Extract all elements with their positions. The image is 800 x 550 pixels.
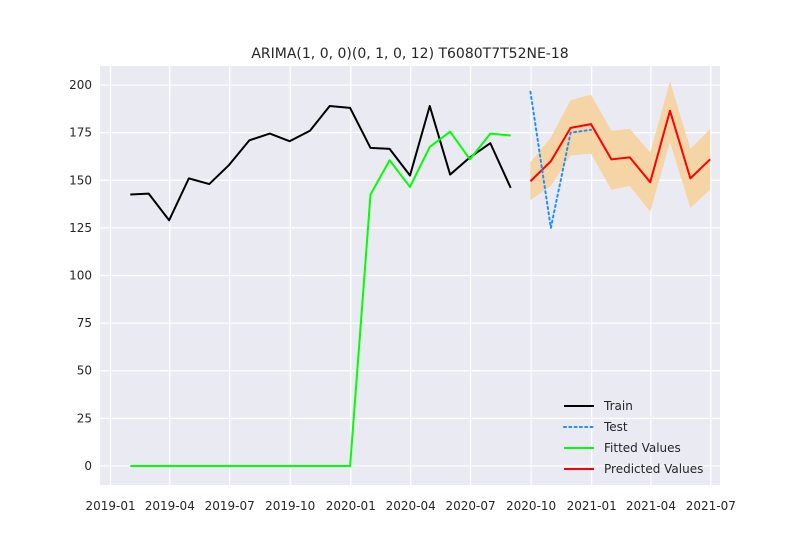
predicted-values-series-line — [529, 109, 711, 184]
y-tick-label: 100 — [69, 269, 92, 283]
x-tick-label: 2021-04 — [626, 499, 676, 513]
y-tick-label: 150 — [69, 173, 92, 187]
x-tick-label: 2019-07 — [205, 499, 255, 513]
chart-title: ARIMA(1, 0, 0)(0, 1, 0, 12) T6080T7T52NE… — [251, 46, 568, 62]
train-series-line — [130, 104, 512, 222]
x-tick-label: 2021-01 — [567, 499, 617, 513]
x-tick-label: 2021-07 — [686, 499, 736, 513]
y-tick-label: 125 — [69, 221, 92, 235]
y-tick-label: 75 — [77, 316, 92, 330]
x-tick-label: 2020-07 — [445, 499, 495, 513]
legend-label-predicted-values: Predicted Values — [604, 462, 703, 476]
legend-label-test: Test — [603, 420, 628, 434]
chart-marks — [130, 81, 711, 467]
x-tick-label: 2019-04 — [145, 499, 195, 513]
confidence-interval-band — [530, 81, 711, 212]
x-tick-label: 2019-01 — [85, 499, 135, 513]
legend-label-train: Train — [603, 399, 633, 413]
axis-ticks: 0 25 50 75 100 125 150 175 200 2019-01 2019-04 2019… — [69, 78, 736, 513]
legend: Train Test Fitted Values Predicted Values — [563, 399, 703, 476]
y-tick-label: 25 — [77, 411, 92, 425]
test-series-line — [529, 90, 592, 229]
legend-label-fitted-values: Fitted Values — [604, 441, 681, 455]
fitted-values-series-line — [130, 130, 511, 467]
y-tick-label: 50 — [77, 364, 92, 378]
x-tick-label: 2020-01 — [326, 499, 376, 513]
y-tick-label: 0 — [84, 459, 92, 473]
x-tick-label: 2020-04 — [386, 499, 436, 513]
x-tick-label: 2019-10 — [265, 499, 315, 513]
y-tick-label: 175 — [69, 126, 92, 140]
x-tick-label: 2020-10 — [506, 499, 556, 513]
y-tick-label: 200 — [69, 78, 92, 92]
